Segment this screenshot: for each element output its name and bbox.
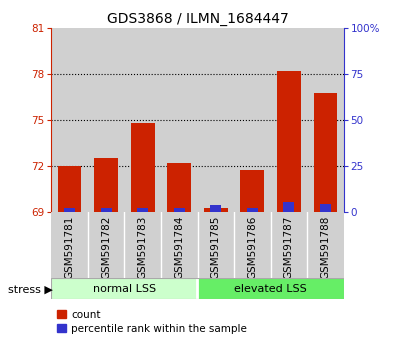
Bar <box>58 166 81 212</box>
Bar <box>131 123 154 212</box>
Bar <box>124 212 161 278</box>
Bar <box>198 28 234 212</box>
Bar <box>88 212 124 278</box>
Bar <box>51 28 88 212</box>
Text: GSM591786: GSM591786 <box>247 216 257 279</box>
Bar <box>174 209 185 212</box>
Bar <box>64 209 75 212</box>
Bar <box>88 28 124 212</box>
Bar <box>161 212 198 278</box>
Bar <box>271 28 307 212</box>
Text: stress ▶: stress ▶ <box>8 284 53 294</box>
Bar <box>277 71 301 212</box>
Bar <box>204 208 228 212</box>
Bar <box>51 212 88 278</box>
Bar <box>124 28 161 212</box>
Bar <box>241 170 264 212</box>
Text: normal LSS: normal LSS <box>93 284 156 293</box>
Bar <box>198 278 344 299</box>
Bar <box>51 278 198 299</box>
Text: elevated LSS: elevated LSS <box>234 284 307 293</box>
Text: GSM591782: GSM591782 <box>101 216 111 279</box>
Text: GSM591781: GSM591781 <box>65 216 75 279</box>
Bar <box>314 93 337 212</box>
Bar <box>283 202 294 212</box>
Bar <box>198 212 234 278</box>
Bar <box>137 209 148 212</box>
Text: GSM591788: GSM591788 <box>320 216 330 279</box>
Bar <box>101 209 112 212</box>
Bar <box>210 205 221 212</box>
Bar <box>234 212 271 278</box>
Text: GSM591787: GSM591787 <box>284 216 294 279</box>
Bar <box>307 212 344 278</box>
Text: GSM591785: GSM591785 <box>211 216 221 279</box>
Bar <box>167 163 191 212</box>
Bar <box>94 158 118 212</box>
Bar <box>320 204 331 212</box>
Title: GDS3868 / ILMN_1684447: GDS3868 / ILMN_1684447 <box>107 12 288 26</box>
Legend: count, percentile rank within the sample: count, percentile rank within the sample <box>56 310 247 334</box>
Bar <box>161 28 198 212</box>
Bar <box>271 212 307 278</box>
Bar <box>234 28 271 212</box>
Bar <box>247 209 258 212</box>
Text: GSM591784: GSM591784 <box>174 216 184 279</box>
Bar <box>307 28 344 212</box>
Text: GSM591783: GSM591783 <box>138 216 148 279</box>
